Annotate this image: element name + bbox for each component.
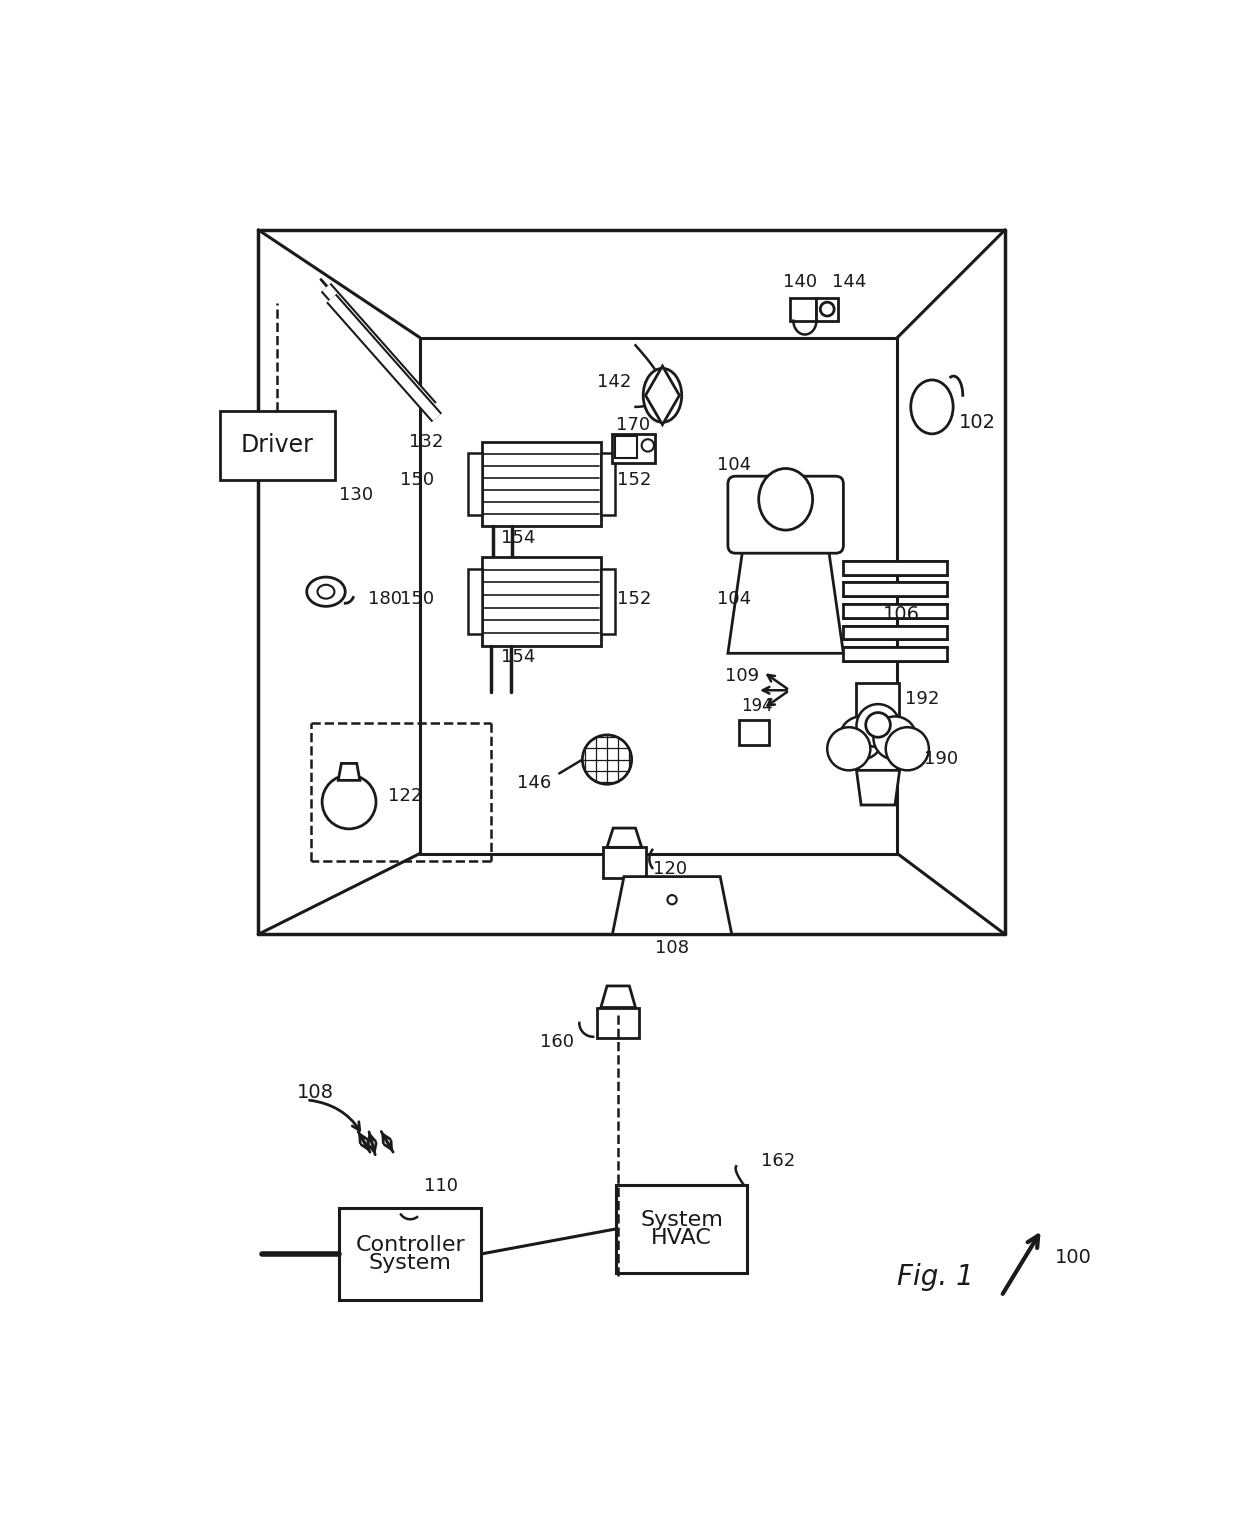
Circle shape: [866, 713, 890, 737]
Text: 104: 104: [717, 591, 751, 609]
Polygon shape: [339, 763, 360, 780]
Text: 130: 130: [339, 487, 373, 505]
Bar: [790, 297, 816, 321]
Bar: [467, 569, 481, 633]
Bar: [816, 297, 838, 321]
Bar: [481, 442, 601, 526]
Bar: [857, 682, 899, 718]
Bar: [339, 1207, 481, 1300]
Bar: [739, 721, 769, 745]
Text: 106: 106: [883, 606, 920, 624]
Circle shape: [857, 704, 899, 747]
Text: 192: 192: [905, 690, 940, 708]
Text: 180: 180: [368, 591, 402, 609]
Ellipse shape: [317, 584, 335, 598]
Bar: [843, 647, 947, 661]
Text: 102: 102: [959, 413, 996, 431]
Bar: [613, 435, 655, 464]
Text: 154: 154: [501, 649, 536, 666]
Polygon shape: [646, 366, 680, 425]
Bar: [843, 626, 947, 640]
Text: 190: 190: [924, 750, 959, 768]
Bar: [603, 848, 646, 878]
Bar: [596, 1007, 640, 1039]
Bar: [843, 562, 947, 575]
Circle shape: [821, 303, 835, 317]
Text: 110: 110: [424, 1177, 458, 1195]
Circle shape: [322, 776, 376, 829]
Text: 108: 108: [296, 1083, 334, 1102]
Text: 194: 194: [742, 696, 773, 715]
Bar: [467, 453, 481, 514]
Polygon shape: [608, 828, 641, 848]
Bar: [601, 569, 615, 633]
Text: 109: 109: [724, 667, 759, 685]
Text: 170: 170: [616, 416, 650, 433]
Text: System: System: [640, 1210, 723, 1230]
Text: 122: 122: [388, 786, 422, 805]
Bar: [601, 453, 615, 514]
Text: 142: 142: [596, 373, 631, 392]
Text: 108: 108: [655, 939, 689, 958]
Text: 104: 104: [717, 456, 751, 474]
Bar: [843, 604, 947, 618]
Ellipse shape: [910, 379, 954, 435]
Ellipse shape: [306, 577, 345, 606]
Text: Fig. 1: Fig. 1: [898, 1262, 975, 1291]
Text: 146: 146: [517, 774, 552, 791]
Circle shape: [827, 727, 870, 770]
FancyBboxPatch shape: [728, 476, 843, 554]
Text: 152: 152: [618, 591, 651, 609]
Text: System: System: [368, 1253, 451, 1273]
Text: 140: 140: [784, 274, 817, 291]
Text: Driver: Driver: [241, 433, 314, 457]
Circle shape: [873, 716, 916, 759]
Text: 160: 160: [539, 1033, 574, 1051]
Text: 144: 144: [832, 274, 867, 291]
Text: 154: 154: [501, 529, 536, 546]
Circle shape: [583, 734, 631, 785]
Polygon shape: [613, 877, 732, 935]
Bar: [615, 436, 637, 457]
Text: 150: 150: [399, 591, 434, 609]
Bar: [219, 410, 335, 480]
Ellipse shape: [644, 369, 682, 422]
Polygon shape: [728, 546, 843, 653]
Bar: [616, 1184, 748, 1273]
Text: 162: 162: [761, 1152, 795, 1170]
Polygon shape: [601, 985, 635, 1007]
Bar: [843, 583, 947, 597]
Text: 120: 120: [653, 860, 687, 878]
Text: 150: 150: [399, 471, 434, 490]
Circle shape: [839, 716, 883, 759]
Text: HVAC: HVAC: [651, 1229, 712, 1248]
Bar: [481, 557, 601, 646]
Ellipse shape: [759, 468, 812, 529]
Polygon shape: [857, 770, 899, 805]
Circle shape: [641, 439, 653, 451]
Text: 100: 100: [1055, 1248, 1092, 1267]
Circle shape: [667, 895, 677, 904]
Text: 132: 132: [409, 433, 443, 450]
Circle shape: [885, 727, 929, 770]
Text: 152: 152: [618, 471, 651, 490]
Text: Controller: Controller: [356, 1235, 465, 1255]
